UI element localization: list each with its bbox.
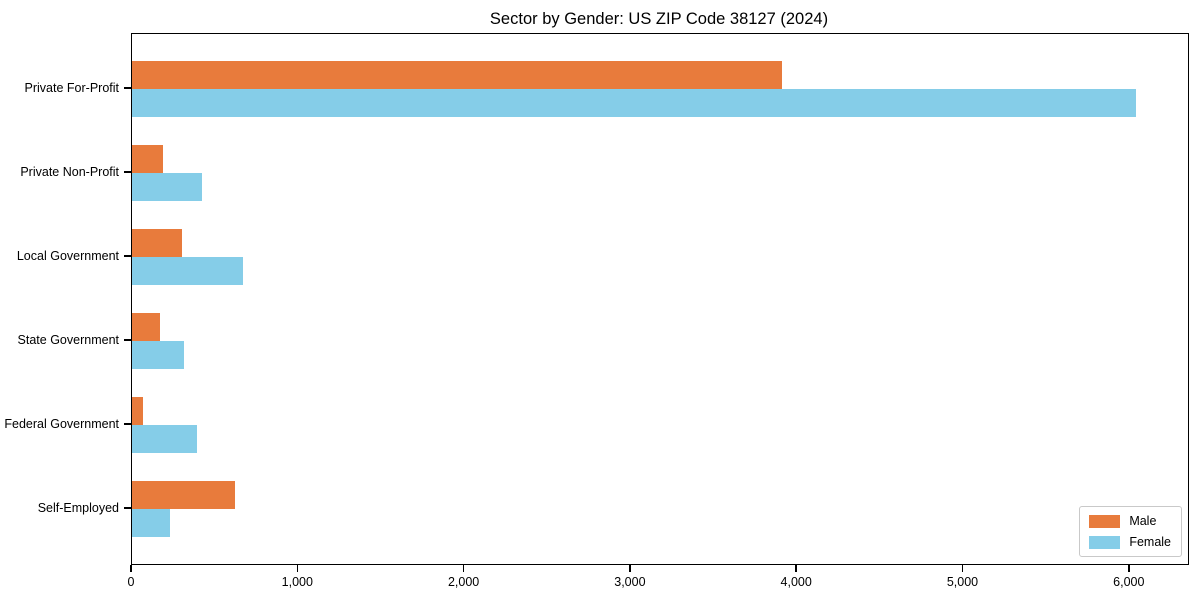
y-tick	[124, 171, 131, 173]
x-tick	[961, 564, 964, 572]
category-label-self-employed: Self-Employed	[37, 501, 119, 515]
x-tick-label: 0	[127, 575, 135, 589]
bar-female-private-for-profit	[132, 89, 1137, 117]
x-tick	[629, 564, 631, 572]
category-label-local-government: Local Government	[16, 249, 119, 263]
bar-female-federal-government	[132, 425, 197, 453]
x-tick-label: 5,000	[946, 575, 979, 589]
category-label-private-for-profit: Private For-Profit	[24, 81, 119, 95]
x-tick-label: 1,000	[281, 575, 313, 589]
bar-female-state-government	[132, 341, 184, 369]
x-tick	[130, 564, 132, 572]
x-tick	[795, 564, 797, 572]
x-tick-label: 6,000	[1113, 575, 1145, 589]
male-swatch	[1089, 514, 1121, 528]
x-tick-label: 4,000	[780, 575, 812, 589]
bar-male-private-for-profit	[132, 61, 783, 89]
y-tick	[124, 423, 131, 425]
category-label-state-government: State Government	[17, 333, 119, 347]
legend: Male Female	[1079, 506, 1182, 557]
legend-label-female: Female	[1129, 535, 1171, 549]
x-tick-label: 2,000	[447, 575, 480, 589]
x-tick	[1128, 564, 1130, 572]
legend-label-male: Male	[1129, 514, 1157, 528]
x-tick	[296, 564, 299, 572]
y-tick	[124, 507, 131, 509]
bar-female-self-employed	[132, 509, 171, 537]
bar-female-local-government	[132, 257, 244, 285]
category-label-private-non-profit: Private Non-Profit	[20, 165, 119, 179]
bar-male-private-non-profit	[132, 145, 163, 173]
legend-item-male: Male	[1089, 514, 1171, 528]
y-tick	[124, 339, 131, 341]
y-tick	[124, 255, 131, 257]
x-tick	[462, 564, 465, 572]
bar-female-private-non-profit	[132, 173, 202, 201]
y-tick	[124, 87, 131, 89]
bar-male-state-government	[132, 313, 161, 341]
bar-male-federal-government	[132, 397, 143, 425]
category-label-federal-government: Federal Government	[4, 417, 119, 431]
bar-male-local-government	[132, 229, 182, 257]
x-tick-label: 3,000	[614, 575, 646, 589]
female-swatch	[1089, 535, 1121, 549]
bar-male-self-employed	[132, 481, 236, 509]
legend-item-female: Female	[1089, 535, 1171, 549]
plot-area: Male Female	[131, 33, 1189, 565]
chart-title: Sector by Gender: US ZIP Code 38127 (202…	[489, 10, 829, 28]
